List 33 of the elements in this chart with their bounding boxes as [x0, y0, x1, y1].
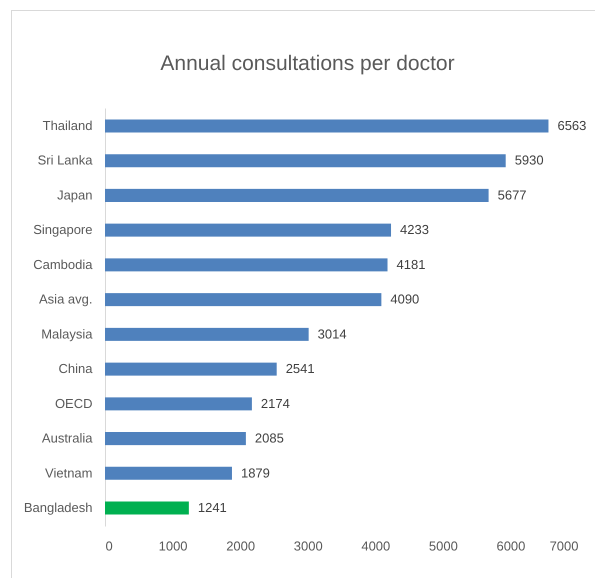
x-tick-label: 0 — [106, 538, 113, 554]
data-label: 1879 — [240, 465, 270, 480]
y-tick-label: Cambodia — [33, 256, 94, 272]
data-label: 2541 — [286, 361, 315, 376]
x-tick-label: 2000 — [226, 538, 256, 554]
data-label: 2085 — [254, 430, 284, 446]
y-tick-label: Japan — [57, 187, 92, 202]
data-label: 5930 — [514, 152, 544, 168]
data-label: 1241 — [198, 500, 227, 516]
y-tick-label: Asia avg. — [39, 292, 92, 307]
x-tick-label: 7000 — [550, 538, 578, 554]
data-label: 2174 — [260, 396, 290, 411]
y-tick-label: Thailand — [42, 118, 92, 133]
y-tick-label: China — [58, 361, 94, 376]
y-tick-label: Sri Lanka — [38, 152, 94, 168]
x-tick-label: 1000 — [158, 538, 188, 554]
data-label: 5677 — [498, 187, 527, 202]
y-tick-label: Australia — [42, 430, 94, 446]
y-tick-label: OECD — [54, 396, 92, 411]
data-label: 4233 — [400, 222, 429, 238]
data-label: 4181 — [396, 256, 426, 272]
y-tick-label: Vietnam — [45, 465, 92, 480]
data-label: 4090 — [390, 292, 420, 307]
y-tick-label: Singapore — [33, 222, 92, 238]
x-tick-label: 4000 — [361, 538, 390, 554]
x-tick-label: 5000 — [428, 538, 458, 554]
x-tick-label: 6000 — [496, 538, 526, 554]
data-label: 6563 — [557, 118, 586, 133]
data-label: 3014 — [318, 326, 347, 342]
chart-title: Annual consultations per doctor — [160, 52, 455, 75]
x-tick-label: 3000 — [294, 538, 323, 554]
y-tick-label: Malaysia — [41, 326, 94, 342]
y-tick-label: Bangladesh — [24, 500, 92, 516]
